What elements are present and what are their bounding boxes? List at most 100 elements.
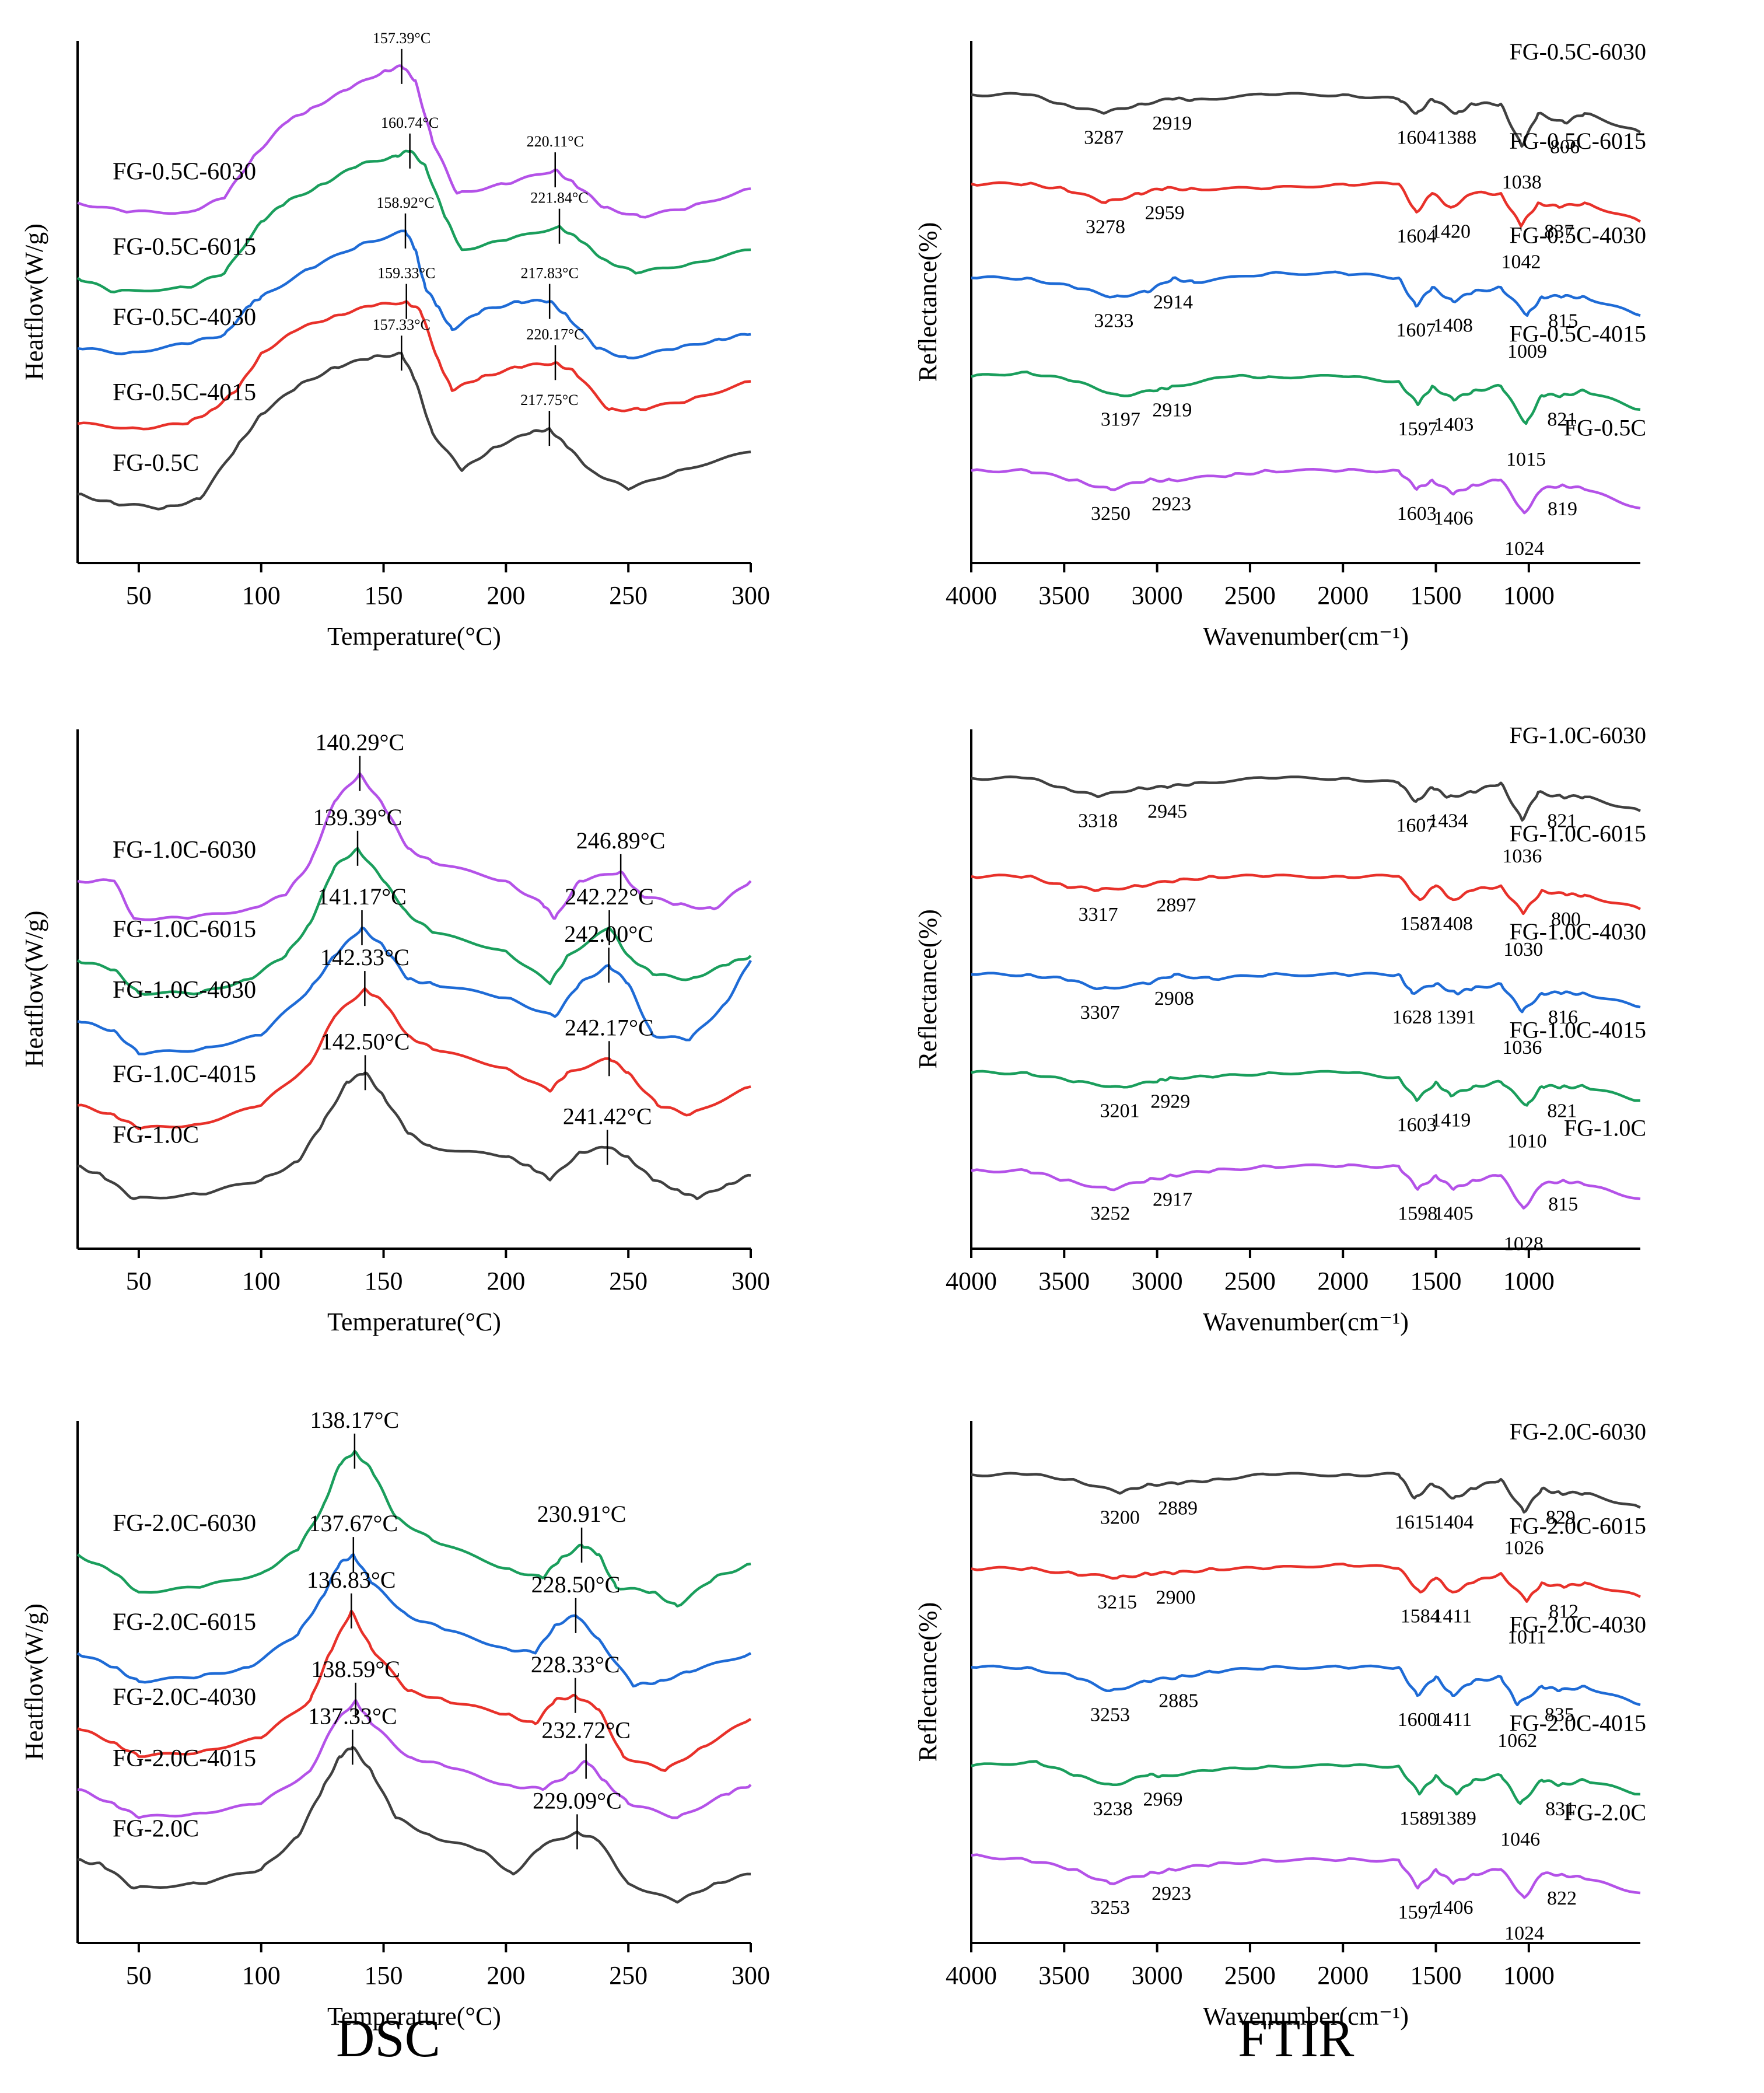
series-line: [77, 1699, 752, 1819]
series-FG-0.5C-4030: FG-0.5C-4030 158.92°C 217.83°C: [77, 194, 751, 360]
series-label: FG-1.0C-6030: [1510, 722, 1646, 749]
series-FG-0.5C-6030: FG-0.5C-6030 3287 2919 1604 1388 1038 806: [971, 39, 1646, 193]
wavenumber-label: 1062: [1497, 1730, 1537, 1752]
wavenumber-label: 2919: [1152, 113, 1192, 134]
x-tick-label: 150: [365, 1961, 403, 1990]
wavenumber-label: 2923: [1152, 494, 1191, 515]
series-FG-0.5C-6015: FG-0.5C-6015 160.74°C 221.84°C: [76, 114, 751, 293]
series-line: [971, 1070, 1640, 1107]
wavenumber-label: 2900: [1156, 1587, 1195, 1608]
series-label: FG-1.0C-4015: [1510, 1016, 1646, 1043]
series-line: [971, 1562, 1641, 1603]
wavenumber-label: 1603: [1397, 1114, 1437, 1135]
peak-label: 217.75°C: [520, 392, 578, 408]
wavenumber-label: 835: [1545, 1704, 1574, 1726]
wavenumber-label: 1038: [1502, 172, 1542, 193]
series-label: FG-0.5C-6015: [1510, 128, 1646, 154]
series-FG-2.0C: FG-2.0C 137.33°C 229.09°C: [77, 1703, 751, 1904]
peak-label: 228.33°C: [531, 1651, 620, 1678]
x-tick-label: 2500: [1224, 581, 1276, 610]
wavenumber-label: 1607: [1396, 815, 1436, 837]
wavenumber-label: 1615: [1395, 1511, 1434, 1533]
wavenumber-label: 2959: [1145, 202, 1185, 223]
wavenumber-label: 2945: [1147, 801, 1187, 823]
wavenumber-label: 1028: [1504, 1234, 1544, 1255]
peak-label: 220.11°C: [527, 133, 584, 150]
series-line: [77, 1609, 752, 1772]
wavenumber-label: 3215: [1097, 1591, 1137, 1613]
wavenumber-label: 1597: [1398, 418, 1438, 440]
x-tick-label: 50: [126, 1267, 152, 1295]
series-line: [971, 1853, 1641, 1899]
peak-label: 137.67°C: [309, 1510, 398, 1536]
wavenumber-label: 1024: [1504, 538, 1544, 560]
wavenumber-label: 2908: [1154, 988, 1194, 1009]
wavenumber-label: 800: [1551, 909, 1581, 930]
wavenumber-label: 1597: [1398, 1902, 1438, 1923]
wavenumber-label: 3278: [1086, 216, 1125, 237]
x-tick-label: 250: [609, 581, 648, 610]
wavenumber-label: 1388: [1437, 127, 1476, 148]
x-tick-label: 250: [609, 1961, 648, 1990]
series-line: [76, 847, 752, 996]
series-FG-1.0C-4015: FG-1.0C-4015 142.33°C 242.17°C: [77, 944, 751, 1130]
series-FG-1.0C-4030: FG-1.0C-4030 141.17°C 242.00°C: [77, 883, 752, 1056]
x-tick-label: 300: [732, 581, 770, 610]
wavenumber-label: 821: [1547, 1100, 1577, 1121]
dsc-section-label: DSC: [336, 2008, 440, 2068]
peak-label: 220.17°C: [526, 326, 584, 343]
peak-label: 142.50°C: [321, 1028, 410, 1054]
wavenumber-label: 1009: [1507, 341, 1547, 362]
series-line: [77, 987, 751, 1130]
x-tick-label: 1500: [1410, 1961, 1462, 1990]
wavenumber-label: 3233: [1094, 310, 1133, 332]
wavenumber-label: 3318: [1078, 810, 1118, 832]
wavenumber-label: 1420: [1431, 221, 1471, 243]
wavenumber-label: 3307: [1080, 1002, 1120, 1023]
series-FG-2.0C-6015: FG-2.0C-6015 137.67°C 228.50°C: [76, 1510, 752, 1687]
series-line: [971, 1664, 1641, 1707]
wavenumber-label: 837: [1544, 221, 1574, 243]
wavenumber-label: 812: [1549, 1601, 1578, 1623]
wavenumber-label: 815: [1548, 1194, 1578, 1215]
peak-label: 232.72°C: [541, 1717, 631, 1743]
series-line: [971, 972, 1641, 1014]
wavenumber-label: 3253: [1090, 1897, 1130, 1919]
x-tick-label: 1000: [1503, 1961, 1555, 1990]
series-line: [77, 351, 751, 511]
peak-label: 228.50°C: [531, 1571, 621, 1598]
series-label: FG-2.0C-6030: [113, 1510, 256, 1537]
peak-label: 157.39°C: [373, 30, 430, 47]
series-line: [76, 149, 751, 293]
series-label: FG-2.0C-4030: [1510, 1611, 1646, 1637]
series-label: FG-0.5C: [1564, 415, 1646, 441]
series-FG-2.0C-4015: FG-2.0C-4015 138.59°C 232.72°C: [77, 1656, 752, 1819]
series-label: FG-1.0C-6015: [1510, 820, 1646, 847]
series-FG-1.0C-6015: FG-1.0C-6015 139.39°C 242.22°C: [76, 804, 752, 996]
x-tick-label: 200: [487, 1267, 525, 1295]
series-FG-2.0C-4030: FG-2.0C-4030 136.83°C 228.33°C: [77, 1567, 752, 1772]
chart-dsc2: 50 100 150 200 250 300 Temperature(°C) Heatflow…: [20, 729, 770, 1336]
wavenumber-label: 3317: [1079, 904, 1118, 925]
wavenumber-label: 821: [1547, 810, 1577, 832]
x-tick-label: 1000: [1503, 581, 1555, 610]
peak-label: 159.33°C: [377, 265, 435, 282]
wavenumber-label: 1015: [1506, 449, 1546, 470]
series-FG-0.5C-4015: FG-0.5C-4015 159.33°C 220.17°C: [77, 265, 751, 431]
wavenumber-label: 1598: [1398, 1203, 1437, 1225]
wavenumber-label: 1406: [1433, 1897, 1473, 1919]
series-line: [971, 1760, 1641, 1805]
peak-label: 242.17°C: [565, 1014, 654, 1040]
x-tick-label: 150: [365, 581, 403, 610]
series-FG-0.5C-6030: FG-0.5C-6030 157.39°C 220.11°C: [77, 30, 751, 219]
series-line: [76, 1553, 752, 1687]
x-tick-label: 1500: [1410, 581, 1462, 610]
x-tick-label: 2500: [1224, 1267, 1276, 1295]
wavenumber-label: 815: [1548, 310, 1578, 332]
wavenumber-label: 1389: [1437, 1808, 1476, 1829]
